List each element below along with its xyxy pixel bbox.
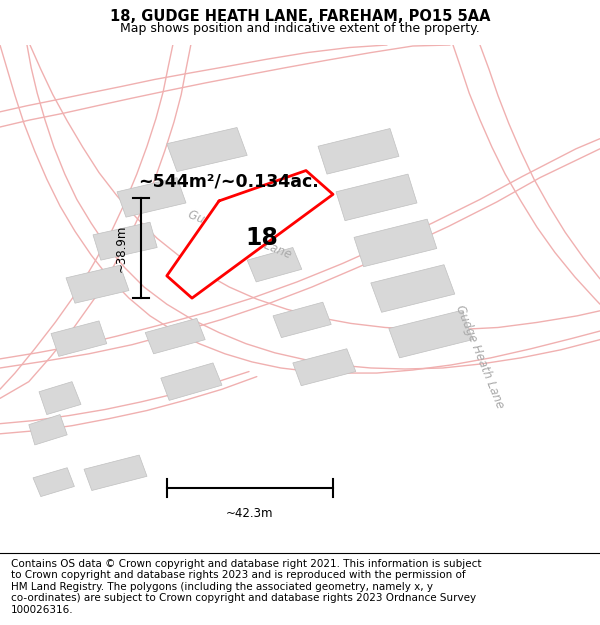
- Polygon shape: [318, 129, 399, 174]
- Polygon shape: [84, 455, 147, 491]
- Polygon shape: [29, 414, 67, 445]
- Text: Map shows position and indicative extent of the property.: Map shows position and indicative extent…: [120, 22, 480, 35]
- Polygon shape: [371, 265, 455, 312]
- Text: ~38.9m: ~38.9m: [115, 224, 128, 272]
- Polygon shape: [33, 468, 74, 497]
- Polygon shape: [247, 248, 302, 282]
- Polygon shape: [93, 222, 157, 260]
- Polygon shape: [273, 302, 331, 338]
- Text: Gudge Heath Lane: Gudge Heath Lane: [453, 302, 507, 410]
- Polygon shape: [66, 265, 129, 303]
- Text: 18: 18: [245, 226, 278, 250]
- Text: ~544m²/~0.134ac.: ~544m²/~0.134ac.: [138, 173, 319, 191]
- Text: Contains OS data © Crown copyright and database right 2021. This information is : Contains OS data © Crown copyright and d…: [11, 559, 481, 615]
- Polygon shape: [167, 171, 333, 298]
- Text: 18, GUDGE HEATH LANE, FAREHAM, PO15 5AA: 18, GUDGE HEATH LANE, FAREHAM, PO15 5AA: [110, 9, 490, 24]
- Text: Gudge Heath Lane: Gudge Heath Lane: [187, 208, 293, 261]
- Polygon shape: [161, 363, 222, 401]
- Polygon shape: [293, 349, 356, 386]
- Polygon shape: [354, 219, 437, 267]
- Polygon shape: [336, 174, 417, 221]
- Polygon shape: [145, 318, 205, 354]
- Text: ~42.3m: ~42.3m: [226, 508, 274, 520]
- Polygon shape: [167, 127, 247, 171]
- Polygon shape: [51, 321, 107, 356]
- Polygon shape: [233, 208, 283, 240]
- Polygon shape: [117, 177, 186, 217]
- Polygon shape: [39, 382, 81, 414]
- Polygon shape: [389, 310, 473, 358]
